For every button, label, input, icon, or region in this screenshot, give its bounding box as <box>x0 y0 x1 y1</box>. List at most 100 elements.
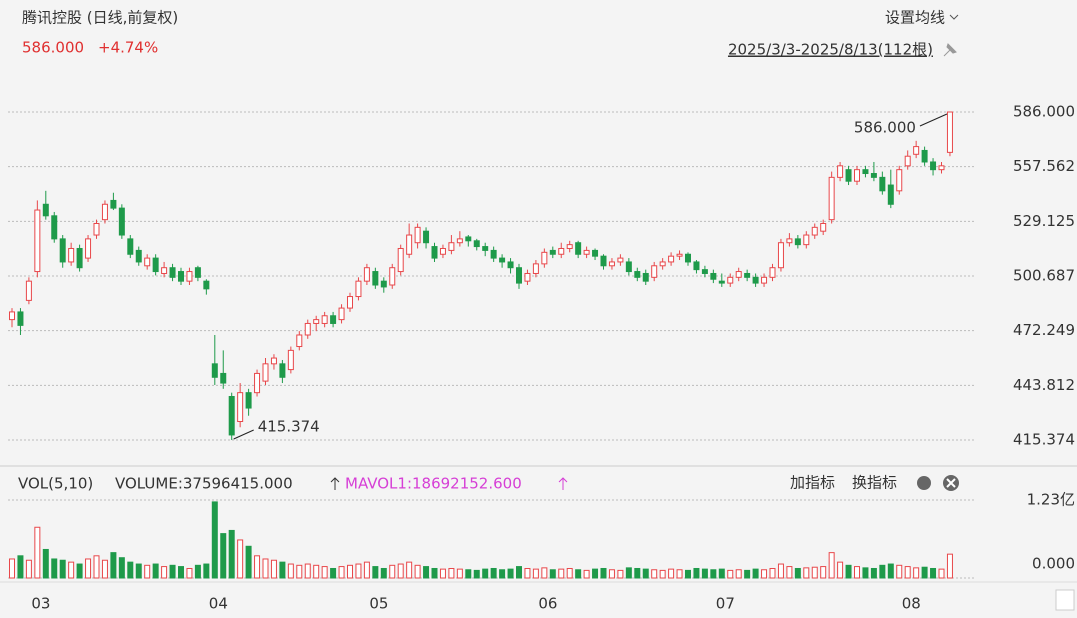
volume-bar <box>837 561 844 579</box>
volume-bar <box>744 569 751 579</box>
x-tick-label: 03 <box>31 595 50 613</box>
candle-body <box>220 372 227 384</box>
volume-bar <box>845 564 852 579</box>
candle-body <box>313 319 320 324</box>
candle-body <box>194 267 201 278</box>
pin-icon[interactable] <box>943 43 957 57</box>
volume-bar <box>685 569 691 579</box>
candle-body <box>651 265 658 278</box>
y-tick-label: 1.23亿 <box>1027 491 1075 509</box>
x-tick-label: 05 <box>369 595 388 613</box>
candle-body <box>93 222 100 236</box>
candle-body <box>828 176 835 221</box>
candle-body <box>76 247 83 269</box>
candle-body <box>811 226 818 236</box>
volume-bar <box>135 563 142 579</box>
scroll-button[interactable] <box>1055 589 1075 611</box>
candle-body <box>887 184 894 205</box>
candle-body <box>161 267 168 274</box>
candle-body <box>845 169 852 182</box>
volume-bar <box>313 564 320 579</box>
volume-bar <box>727 569 734 579</box>
volume-bar <box>490 567 497 579</box>
volume-bar <box>237 539 244 579</box>
volume-bar <box>296 564 303 579</box>
volume-bar <box>862 567 869 579</box>
candle-body <box>896 169 903 192</box>
settings-icon[interactable] <box>917 476 931 490</box>
candle-body <box>186 271 193 282</box>
candle-body <box>710 272 717 280</box>
candle-body <box>152 257 159 273</box>
switch-indicator[interactable]: 换指标 <box>852 474 897 492</box>
volume-bar <box>287 563 294 579</box>
candle-body <box>870 173 877 178</box>
candle-body <box>118 207 125 236</box>
volume-bar <box>879 564 886 579</box>
candle-body <box>541 251 548 265</box>
volume-bar <box>304 563 311 579</box>
volume-bar <box>608 569 615 579</box>
volume-bar <box>566 567 573 579</box>
volume-bar <box>659 569 666 579</box>
candle-body <box>397 247 404 273</box>
candle-body <box>42 203 49 217</box>
candle-body <box>854 169 860 182</box>
candle-body <box>414 226 421 244</box>
y-tick-label: 557.562 <box>1013 157 1075 175</box>
candle-body <box>634 271 641 278</box>
volume-bar <box>423 566 430 579</box>
x-tick-label: 07 <box>716 595 735 613</box>
candle-body <box>34 209 41 273</box>
candle-body <box>777 242 784 269</box>
volume-bar <box>870 567 877 579</box>
candle-body <box>625 261 632 273</box>
volume-bar <box>279 561 286 579</box>
candle-body <box>820 222 827 232</box>
candle-body <box>465 236 472 242</box>
volume-bar <box>220 533 227 579</box>
candle-body <box>304 322 311 336</box>
volume-bar <box>25 559 32 579</box>
dropdown-icon[interactable] <box>949 14 959 20</box>
volume-bar <box>59 559 66 579</box>
volume-bar <box>448 567 455 579</box>
price: 586.000 <box>22 39 84 57</box>
volume-bar <box>668 568 675 579</box>
volume-bar <box>701 568 708 579</box>
candle-body <box>363 267 370 282</box>
candle-body <box>439 247 446 255</box>
annotation-arrow <box>919 113 948 127</box>
volume-bar <box>93 555 100 579</box>
candle-body <box>837 165 844 178</box>
candle-body <box>203 280 210 290</box>
volume-bar <box>68 561 75 579</box>
volume-bar <box>693 567 700 579</box>
candle-body <box>592 249 599 257</box>
candle-body <box>110 199 117 209</box>
volume-bar <box>363 561 370 579</box>
volume-bar <box>735 569 742 579</box>
volume-bar <box>270 559 277 579</box>
volume-bar <box>152 563 159 579</box>
candle-body <box>237 392 244 422</box>
candle-body <box>558 247 565 255</box>
volume-bar <box>575 569 582 579</box>
volume-bar <box>524 567 531 579</box>
candle-body <box>566 244 573 249</box>
candle-body <box>761 276 768 284</box>
vol-title: VOL(5,10) <box>18 475 93 493</box>
volume-bar <box>938 568 945 579</box>
volume-label: VOLUME:37596415.000 <box>115 475 293 493</box>
candle-body <box>617 257 624 263</box>
volume-bar <box>51 558 58 579</box>
candle-body <box>25 280 32 301</box>
volume-bar <box>516 566 522 579</box>
volume-bar <box>372 566 379 579</box>
candle-body <box>862 169 869 175</box>
ma-setting[interactable]: 设置均线 <box>885 9 945 27</box>
add-indicator[interactable]: 加指标 <box>790 474 835 492</box>
range[interactable]: 2025/3/3-2025/8/13(112根) <box>728 41 933 59</box>
candle-body <box>921 149 928 163</box>
volume-bar <box>262 558 269 579</box>
